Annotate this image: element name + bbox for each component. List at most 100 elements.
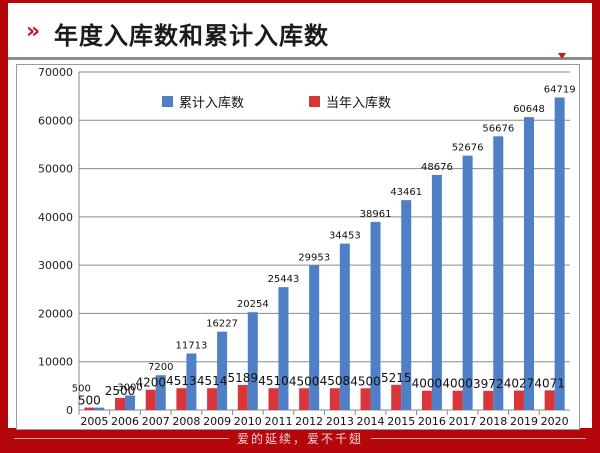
bar-annual — [176, 388, 187, 410]
data-label-cumulative: 38961 — [360, 209, 392, 220]
data-label-cumulative: 20254 — [237, 299, 269, 310]
x-tick-label: 2009 — [203, 415, 231, 428]
bar-cumulative — [94, 407, 105, 410]
bar-annual — [145, 389, 156, 410]
y-tick-label: 40000 — [38, 211, 73, 224]
x-tick-label: 2005 — [80, 415, 108, 428]
data-label-annual: 3972 — [473, 377, 504, 391]
bar-cumulative — [186, 353, 197, 410]
data-label-annual: 4000 — [412, 377, 443, 391]
title-bar: » 年度入库数和累计入库数 — [8, 3, 592, 59]
x-tick-label: 2012 — [295, 415, 323, 428]
legend-label: 当年入库数 — [326, 95, 391, 111]
data-label-annual: 5215 — [381, 371, 412, 385]
chart-frame: 0 10000 20000 30000 40000 50000 60000 70000 2005… — [16, 64, 580, 430]
data-label-cumulative: 7200 — [148, 362, 173, 373]
x-tick-label: 2016 — [418, 415, 446, 428]
x-tick-label: 2007 — [142, 415, 170, 428]
bar-annual — [115, 397, 126, 410]
bar-annual — [421, 390, 432, 410]
bar-cumulative — [523, 117, 534, 410]
bar-annual — [207, 388, 218, 410]
data-label-annual: 500 — [78, 394, 101, 408]
bar-cumulative — [401, 200, 412, 410]
bar-annual — [268, 388, 279, 410]
bar-annual — [391, 384, 402, 410]
chevron-icon: » — [26, 19, 40, 44]
x-tick-label: 2019 — [510, 415, 538, 428]
data-label-cumulative: 11713 — [176, 340, 208, 351]
x-tick-label: 2017 — [449, 415, 477, 428]
bar-annual — [84, 407, 95, 410]
divider-marker-icon — [558, 53, 566, 59]
x-tick-label: 2013 — [326, 415, 354, 428]
data-label-annual: 4027 — [504, 377, 535, 391]
data-label-annual: 4000 — [442, 377, 473, 391]
bar-cumulative — [554, 97, 565, 410]
data-label-cumulative: 25443 — [268, 274, 300, 285]
bar-cumulative — [155, 375, 166, 410]
bar-annual — [452, 390, 463, 410]
x-tick-label: 2010 — [234, 415, 262, 428]
data-label-cumulative: 29953 — [298, 252, 330, 263]
x-tick-label: 2011 — [264, 415, 292, 428]
bar-cumulative — [278, 287, 289, 410]
legend-swatch — [162, 96, 173, 107]
bar-annual — [299, 388, 310, 410]
footer-slogan: 爱的延续，爱不千翅 — [0, 430, 600, 447]
data-label-annual: 2500 — [105, 384, 136, 398]
x-tick-label: 2015 — [387, 415, 415, 428]
y-tick-label: 30000 — [38, 259, 73, 272]
data-label-cumulative: 3000 — [117, 383, 142, 394]
data-label-cumulative: 48676 — [421, 162, 453, 173]
legend-swatch — [309, 96, 320, 107]
data-label-cumulative: 16227 — [206, 319, 238, 330]
data-label-annual: 4500 — [350, 374, 381, 388]
data-label-annual: 4200 — [135, 376, 166, 390]
data-label-annual: 4071 — [534, 376, 565, 390]
data-label-cumulative: 43461 — [390, 187, 422, 198]
bar-cumulative — [125, 395, 136, 410]
title-divider — [8, 57, 592, 60]
data-label-annual: 4514 — [197, 374, 228, 388]
y-tick-label: 20000 — [38, 307, 73, 320]
data-label-cumulative: 56676 — [482, 123, 514, 134]
y-tick-label: 10000 — [38, 356, 73, 369]
x-tick-label: 2014 — [357, 415, 385, 428]
y-tick-label: 0 — [66, 404, 73, 417]
x-tick-label: 2018 — [479, 415, 507, 428]
footer-slogan-text: 爱的延续，爱不千翅 — [228, 432, 371, 446]
bar-chart: 0 10000 20000 30000 40000 50000 60000 70000 2005… — [38, 66, 576, 428]
bar-cumulative — [247, 312, 258, 410]
bar-annual — [360, 388, 371, 410]
bar-cumulative — [217, 331, 228, 410]
data-label-cumulative: 52676 — [452, 143, 484, 154]
y-tick-label: 50000 — [38, 163, 73, 176]
bar-annual — [329, 388, 340, 410]
bar-cumulative — [370, 221, 381, 410]
bar-annual — [544, 390, 555, 410]
data-label-cumulative: 64719 — [544, 84, 576, 95]
bar-annual — [483, 390, 494, 410]
bar-cumulative — [309, 265, 320, 410]
y-tick-label: 70000 — [38, 66, 73, 79]
slide: » 年度入库数和累计入库数 0 10000 20000 30000 40000 50000… — [8, 3, 592, 430]
y-tick-label: 60000 — [38, 114, 73, 127]
bar-annual — [513, 390, 524, 410]
x-tick-label: 2006 — [111, 415, 139, 428]
data-label-annual: 4508 — [320, 374, 351, 388]
data-label-cumulative: 500 — [72, 384, 91, 395]
x-tick-label: 2008 — [172, 415, 200, 428]
data-label-annual: 5189 — [228, 371, 259, 385]
data-label-annual: 4513 — [166, 374, 197, 388]
data-label-annual: 4510 — [258, 374, 289, 388]
bar-cumulative — [462, 155, 473, 410]
data-label-cumulative: 60648 — [513, 104, 545, 115]
bar-cumulative — [493, 136, 504, 410]
x-tick-label: 2020 — [541, 415, 569, 428]
bar-cumulative — [431, 174, 442, 410]
data-label-cumulative: 34453 — [329, 231, 361, 242]
bar-annual — [237, 384, 248, 410]
legend-label: 累计入库数 — [179, 95, 244, 111]
bar-cumulative — [339, 243, 350, 410]
